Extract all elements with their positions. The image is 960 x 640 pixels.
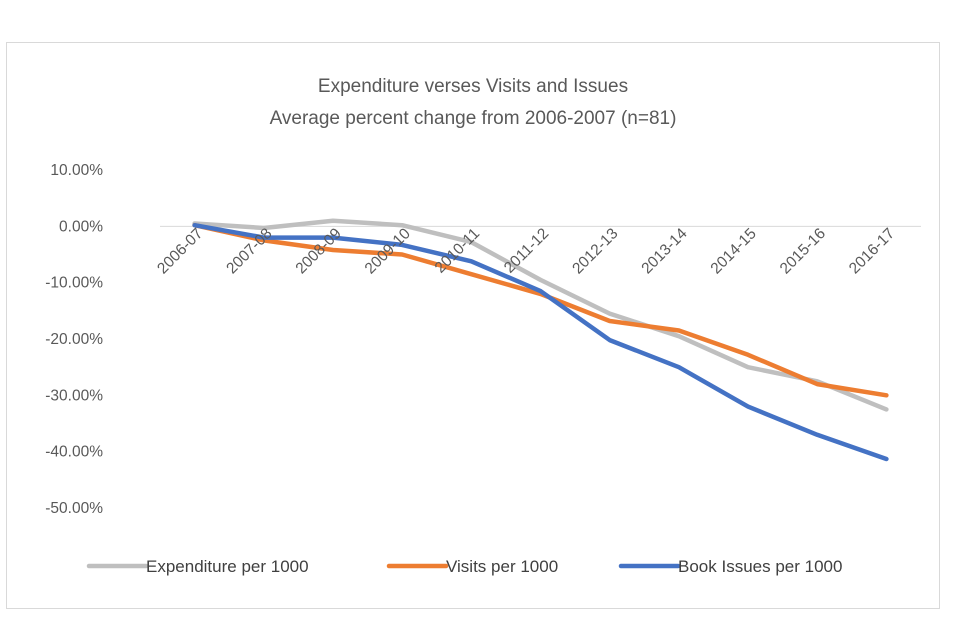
y-tick-label: -50.00%: [45, 500, 103, 517]
x-tick-label: 2011-12: [501, 225, 552, 276]
y-tick-label: 10.00%: [50, 162, 103, 179]
x-tick-label: 2015-16: [777, 225, 829, 277]
y-tick-label: -40.00%: [45, 444, 103, 461]
chart-title: Expenditure verses Visits and Issues: [318, 76, 628, 97]
y-tick-label: -20.00%: [45, 331, 103, 348]
legend: Expenditure per 1000 Visits per 1000 Book …: [86, 557, 842, 576]
x-tick-label: 2012-13: [569, 225, 621, 277]
series-lines: [192, 218, 889, 462]
legend-label-expenditure-per-1000: Expenditure per 1000: [146, 557, 309, 576]
chart-area: Expenditure verses Visits and Issues Ave…: [6, 42, 940, 609]
legend-label-visits-per-1000: Visits per 1000: [446, 557, 558, 576]
x-tick-label: 2016-17: [846, 225, 898, 277]
x-tick-label: 2014-15: [708, 225, 760, 277]
x-tick-label: 2013-14: [638, 225, 691, 278]
y-axis-tick-labels: 10.00% 0.00% -10.00% -20.00% -30.00% -40.00% -…: [45, 162, 103, 517]
series-line-expenditure-per-1000: [192, 218, 889, 412]
x-tick-label: 2006-07: [154, 225, 206, 277]
y-tick-label: -30.00%: [45, 387, 103, 404]
chart-canvas: Expenditure verses Visits and Issues Ave…: [45, 76, 921, 576]
x-axis-tick-labels: 2006-07 2007-08 2008-09 2009-10 2010-11 2011-…: [154, 225, 898, 278]
series-line-visits-per-1000: [192, 222, 889, 398]
y-tick-label: -10.00%: [45, 275, 103, 292]
y-tick-label: 0.00%: [59, 218, 103, 235]
chart-subtitle: Average percent change from 2006-2007 (n…: [270, 108, 677, 129]
legend-label-book-issues-per-1000: Book Issues per 1000: [678, 557, 842, 576]
series-line-book-issues-per-1000: [192, 222, 889, 462]
